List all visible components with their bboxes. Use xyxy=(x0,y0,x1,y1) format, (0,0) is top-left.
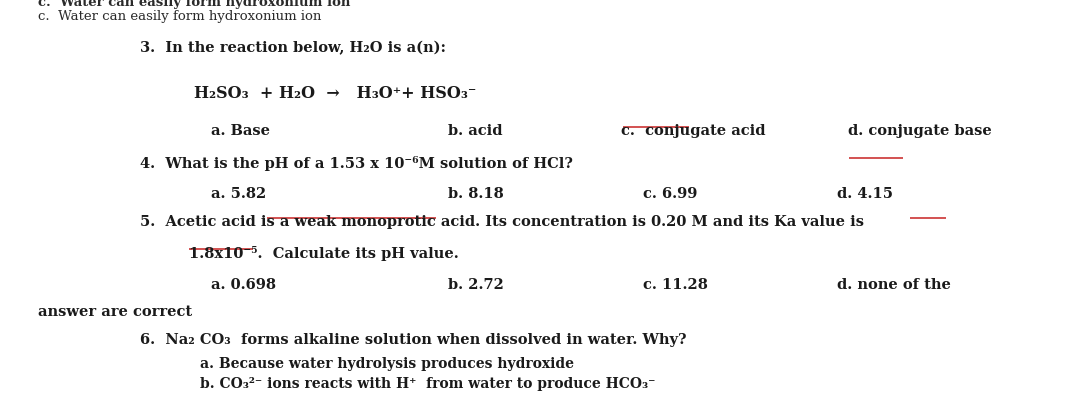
Text: b. 8.18: b. 8.18 xyxy=(448,187,504,201)
Text: 4.  What is the pH of a 1.53 x 10⁻⁶M solution of HCl?: 4. What is the pH of a 1.53 x 10⁻⁶M solu… xyxy=(140,156,573,171)
Text: 5.  Acetic acid is a weak monoprotic acid. Its concentration is 0.20 M and its K: 5. Acetic acid is a weak monoprotic acid… xyxy=(140,215,864,229)
Text: c.  Water can easily form hydroxonium ion: c. Water can easily form hydroxonium ion xyxy=(38,10,321,23)
Text: d. conjugate base: d. conjugate base xyxy=(848,124,991,138)
Text: c.  conjugate acid: c. conjugate acid xyxy=(621,124,766,138)
Text: b. 2.72: b. 2.72 xyxy=(448,278,504,292)
Text: 3.  In the reaction below, H₂O is a(n):: 3. In the reaction below, H₂O is a(n): xyxy=(140,41,446,56)
Text: a. Because water hydrolysis produces hydroxide: a. Because water hydrolysis produces hyd… xyxy=(200,357,573,372)
Text: b. CO₃²⁻ ions reacts with H⁺  from water to produce HCO₃⁻: b. CO₃²⁻ ions reacts with H⁺ from water … xyxy=(200,377,656,391)
Text: answer are correct: answer are correct xyxy=(38,305,192,320)
Text: 1.8x10⁻⁵.  Calculate its pH value.: 1.8x10⁻⁵. Calculate its pH value. xyxy=(189,246,459,261)
Text: d. none of the: d. none of the xyxy=(837,278,950,292)
Text: H₂SO₃  + H₂O  →   H₃O⁺+ HSO₃⁻: H₂SO₃ + H₂O → H₃O⁺+ HSO₃⁻ xyxy=(194,85,476,102)
Text: d. 4.15: d. 4.15 xyxy=(837,187,893,201)
Text: c. 6.99: c. 6.99 xyxy=(643,187,697,201)
Text: a. 5.82: a. 5.82 xyxy=(211,187,266,201)
Text: a. Base: a. Base xyxy=(211,124,270,138)
Text: b. acid: b. acid xyxy=(448,124,502,138)
Text: c. 11.28: c. 11.28 xyxy=(643,278,707,292)
Text: a. 0.698: a. 0.698 xyxy=(211,278,275,292)
Text: c.  Water can easily form hydroxonium ion: c. Water can easily form hydroxonium ion xyxy=(38,0,350,9)
Text: 6.  Na₂ CO₃  forms alkaline solution when dissolved in water. Why?: 6. Na₂ CO₃ forms alkaline solution when … xyxy=(140,333,687,347)
